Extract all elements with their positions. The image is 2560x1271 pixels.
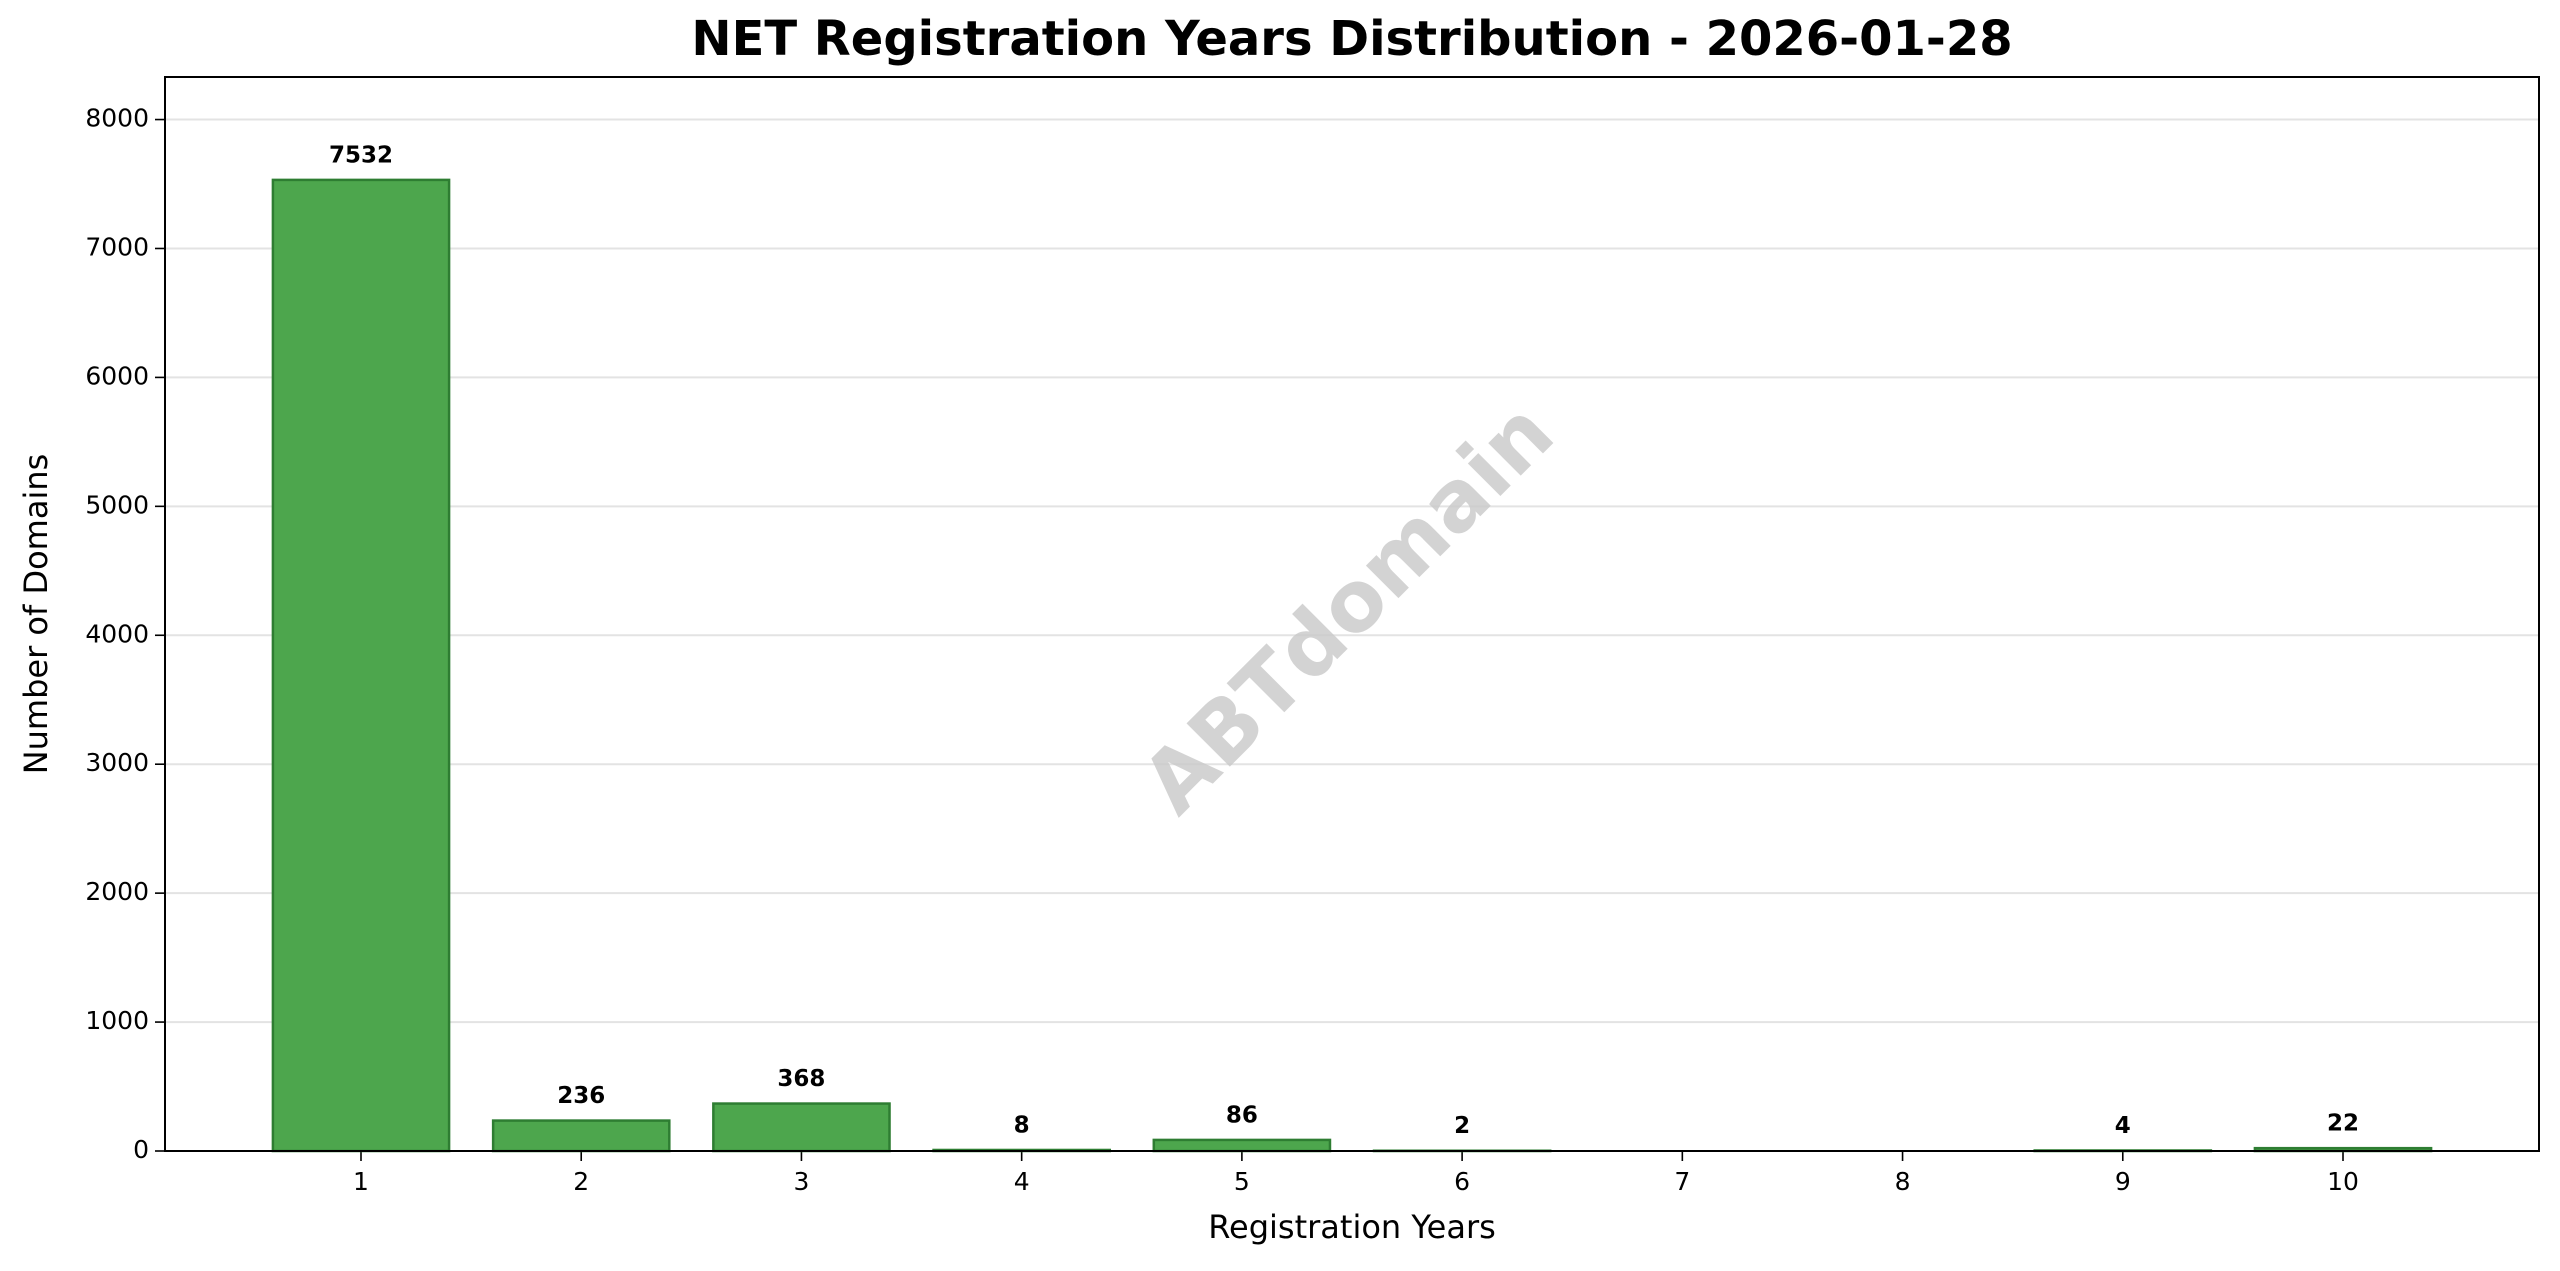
x-tick-label: 3 (793, 1167, 809, 1196)
data-label: 368 (777, 1066, 825, 1092)
y-tick-label: 1000 (85, 1006, 149, 1035)
y-tick-label: 3000 (85, 748, 149, 777)
data-label: 7532 (329, 142, 393, 168)
data-label: 236 (557, 1083, 605, 1109)
x-tick-label: 10 (2327, 1167, 2359, 1196)
x-tick-label: 4 (1014, 1167, 1030, 1196)
bar (712, 1102, 891, 1153)
y-tick-label: 2000 (85, 877, 149, 906)
data-label: 2 (1454, 1113, 1470, 1139)
plot-frame (164, 76, 2540, 1152)
x-axis-label: Registration Years (1208, 1208, 1496, 1246)
bar (491, 1119, 671, 1153)
x-tick-label: 1 (353, 1167, 369, 1196)
data-label: 22 (2327, 1111, 2359, 1137)
y-tick-label: 0 (133, 1135, 149, 1164)
x-tick-label: 9 (2115, 1167, 2131, 1196)
bar (1152, 1138, 1332, 1153)
data-label: 4 (2115, 1113, 2131, 1139)
y-tick-label: 8000 (85, 104, 149, 133)
y-tick-label: 7000 (85, 232, 149, 261)
y-tick-label: 4000 (85, 619, 149, 648)
y-axis-label: Number of Domains (17, 454, 55, 775)
bar (271, 178, 451, 1153)
chart-title: NET Registration Years Distribution - 20… (691, 11, 2012, 67)
x-tick-label: 2 (573, 1167, 589, 1196)
x-tick-label: 7 (1674, 1167, 1690, 1196)
x-tick-label: 6 (1454, 1167, 1470, 1196)
data-label: 86 (1226, 1102, 1258, 1128)
x-tick-label: 5 (1234, 1167, 1250, 1196)
y-tick-label: 5000 (85, 490, 149, 519)
x-tick-label: 8 (1895, 1167, 1911, 1196)
data-label: 8 (1014, 1112, 1030, 1138)
y-tick-label: 6000 (85, 361, 149, 390)
